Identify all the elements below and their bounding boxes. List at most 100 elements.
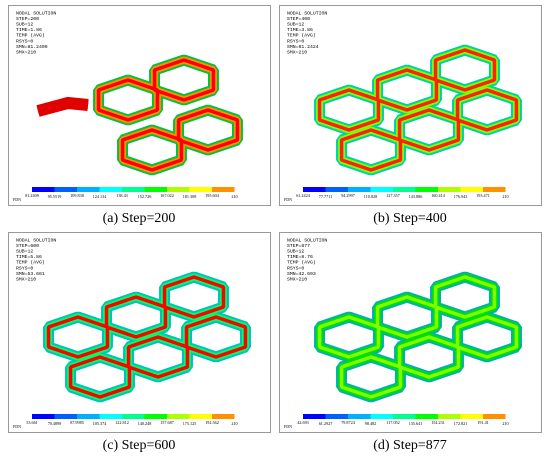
info-line: NODAL SOLUTION: [287, 10, 327, 16]
legend-label: 61.2424: [296, 193, 311, 198]
legend-label: 210: [502, 194, 508, 199]
legend-label: 160.414: [431, 193, 446, 198]
legend-label: 157.687: [160, 420, 174, 425]
info-line: STEP=877: [287, 243, 310, 249]
legend-swatch: [99, 414, 122, 419]
legend-label: 70.4898: [48, 421, 62, 426]
legend-label: 152.726: [138, 194, 152, 199]
info-line: NODAL SOLUTION: [287, 237, 327, 243]
strut: [176, 108, 240, 152]
info-line: TIME=8.76: [287, 254, 313, 260]
legend-swatch: [212, 187, 235, 192]
strut: [455, 315, 519, 359]
legend-swatch: [54, 187, 77, 192]
legend-swatch: [54, 414, 77, 419]
legend-label: 124.134: [93, 194, 108, 199]
legend-label: 98.482: [365, 421, 377, 426]
legend-label: 193.471: [476, 193, 490, 198]
legend-swatch: [393, 187, 416, 192]
info-line: STEP=200: [16, 16, 39, 22]
info-line: SMX=210: [287, 276, 307, 282]
legend-label: 210: [231, 194, 237, 199]
strut: [162, 275, 226, 319]
info-line: SMX=210: [16, 276, 36, 282]
panel: NODAL SOLUTIONSTEP=877SUB=12TIME=8.76TEM…: [279, 232, 542, 433]
corner-label: FDN: [13, 424, 21, 429]
legend-label: 61.2927: [319, 421, 333, 426]
info-line: RSYS=0: [16, 38, 33, 44]
info-line: SUB=12: [16, 248, 33, 254]
caption: (b) Step=400: [373, 211, 447, 226]
legend-swatch: [370, 187, 393, 192]
legend-swatch: [32, 414, 55, 419]
strut: [455, 88, 519, 132]
legend-swatch: [325, 414, 348, 419]
legend-swatch: [167, 187, 190, 192]
strut: [152, 58, 216, 102]
legend-label: 154.231: [431, 420, 445, 425]
legend-label: 140.248: [138, 421, 152, 426]
legend-label: 94.2997: [341, 193, 355, 198]
strut: [433, 48, 497, 92]
legend-swatch: [99, 187, 122, 192]
legend-swatch: [144, 414, 167, 419]
info-line: SUB=12: [287, 248, 304, 254]
legend-swatch: [393, 414, 416, 419]
legend-swatch: [32, 187, 55, 192]
panel: NODAL SOLUTIONSTEP=400SUB=12TIME=3.86TEM…: [279, 5, 542, 206]
legend-swatch: [122, 414, 145, 419]
legend-label: 135.641: [409, 421, 423, 426]
info-line: STEP=400: [287, 16, 310, 22]
caption: (c) Step=600: [103, 438, 176, 453]
strut: [37, 100, 89, 114]
legend-label: 117.052: [386, 420, 399, 425]
legend-label: 138.43: [116, 193, 128, 198]
corner-label: FDN: [284, 197, 292, 202]
info-line: SMN=81.2409: [16, 44, 48, 50]
legend-label: 167.022: [160, 193, 174, 198]
legend-swatch: [348, 414, 371, 419]
info-line: NODAL SOLUTION: [16, 10, 56, 16]
legend-swatch: [77, 414, 100, 419]
legend-swatch: [370, 414, 393, 419]
legend-swatch: [438, 414, 461, 419]
info-line: TIME=3.86: [287, 27, 313, 33]
strut: [120, 128, 184, 172]
legend-swatch: [460, 187, 483, 192]
legend-swatch: [483, 414, 506, 419]
legend-swatch: [438, 187, 461, 192]
legend-swatch: [167, 414, 190, 419]
legend-swatch: [189, 187, 212, 192]
legend-swatch: [415, 187, 438, 192]
legend-label: 77.7711: [319, 194, 332, 199]
legend-label: 191.41: [477, 420, 489, 425]
info-line: SMN=61.2424: [287, 44, 319, 50]
info-line: SMX=210: [287, 49, 307, 55]
legend-swatch: [77, 187, 100, 192]
legend-label: 143.886: [409, 194, 423, 199]
info-line: SUB=12: [287, 21, 304, 27]
legend-swatch: [325, 187, 348, 192]
info-line: RSYS=0: [287, 38, 304, 44]
legend-label: 176.943: [454, 194, 468, 199]
legend-swatch: [303, 414, 326, 419]
legend-label: 122.812: [115, 420, 129, 425]
legend-label: 105.374: [93, 421, 108, 426]
info-line: RSYS=0: [287, 265, 304, 271]
legend-label: 81.2409: [25, 193, 39, 198]
legend-swatch: [212, 414, 235, 419]
legend-swatch: [144, 187, 167, 192]
info-line: TEMP (AVG): [16, 260, 45, 266]
legend-label: 195.604: [205, 193, 220, 198]
legend-label: 87.9985: [70, 420, 84, 425]
legend-label: 175.125: [183, 421, 197, 426]
legend-label: 210: [502, 421, 508, 426]
info-line: SUB=12: [16, 21, 33, 27]
legend-label: 53.661: [26, 420, 38, 425]
corner-label: FDN: [284, 424, 292, 429]
legend-swatch: [483, 187, 506, 192]
caption: (a) Step=200: [103, 211, 176, 226]
legend-label: 95.5519: [48, 194, 62, 199]
legend-label: 110.828: [364, 194, 377, 199]
